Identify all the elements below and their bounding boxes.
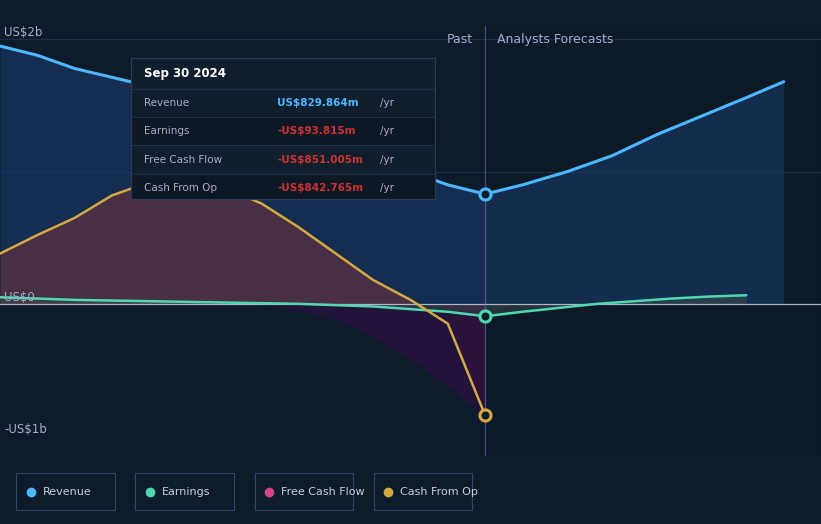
- Text: Cash From Op: Cash From Op: [144, 183, 217, 193]
- Text: 2025: 2025: [507, 458, 539, 472]
- Text: US$829.864m: US$829.864m: [277, 98, 359, 108]
- Text: /yr: /yr: [380, 183, 394, 193]
- Text: US$0: US$0: [4, 291, 35, 304]
- Text: 2023: 2023: [208, 458, 240, 472]
- Text: US$2b: US$2b: [4, 26, 43, 39]
- Text: 2026: 2026: [656, 458, 687, 472]
- Text: Revenue: Revenue: [43, 487, 91, 497]
- Text: 2024: 2024: [357, 458, 389, 472]
- Text: Free Cash Flow: Free Cash Flow: [144, 155, 222, 165]
- Bar: [131, 173, 435, 202]
- Text: -US$93.815m: -US$93.815m: [277, 126, 355, 136]
- Bar: [485, 26, 821, 456]
- Text: Past: Past: [447, 33, 473, 46]
- Bar: [131, 117, 435, 145]
- Bar: [131, 58, 435, 89]
- Bar: [131, 89, 435, 117]
- Text: Cash From Op: Cash From Op: [400, 487, 478, 497]
- Text: Revenue: Revenue: [144, 98, 189, 108]
- Text: Earnings: Earnings: [162, 487, 210, 497]
- Text: Earnings: Earnings: [144, 126, 189, 136]
- Text: Free Cash Flow: Free Cash Flow: [281, 487, 365, 497]
- Text: -US$842.765m: -US$842.765m: [277, 183, 364, 193]
- Text: Analysts Forecasts: Analysts Forecasts: [497, 33, 613, 46]
- Text: -US$851.005m: -US$851.005m: [277, 155, 363, 165]
- Text: 2022: 2022: [59, 458, 90, 472]
- Text: Sep 30 2024: Sep 30 2024: [144, 67, 226, 80]
- Bar: [131, 145, 435, 173]
- Text: -US$1b: -US$1b: [4, 423, 48, 436]
- Text: /yr: /yr: [380, 155, 394, 165]
- Text: /yr: /yr: [380, 98, 394, 108]
- Text: /yr: /yr: [380, 126, 394, 136]
